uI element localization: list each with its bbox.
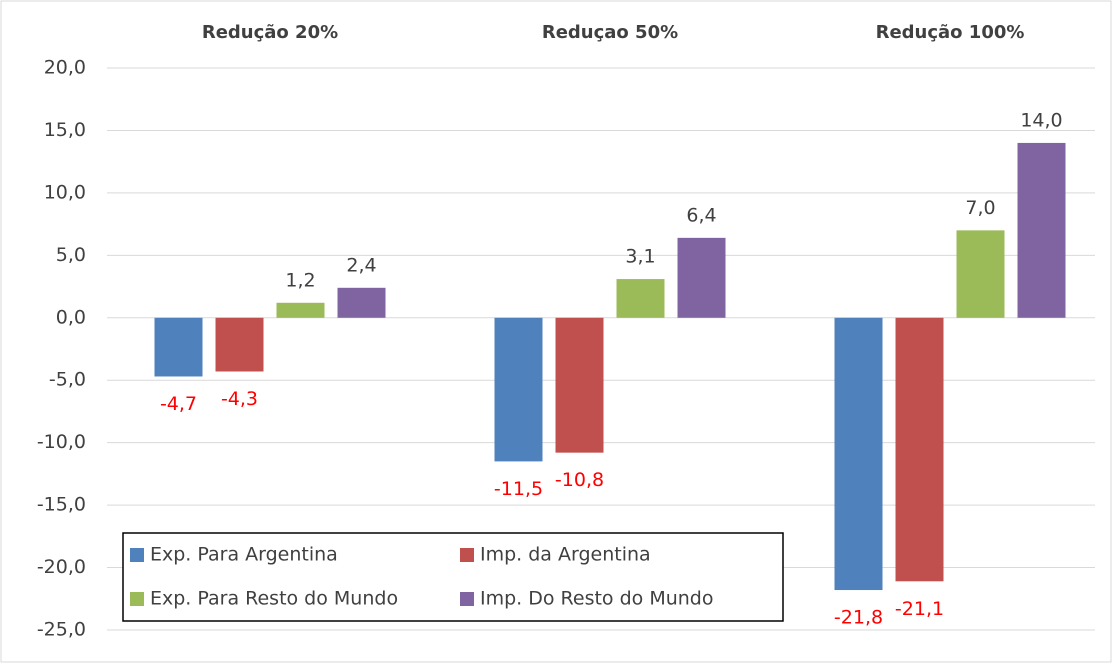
legend-swatch — [460, 548, 474, 562]
bar — [616, 279, 665, 318]
data-label: 14,0 — [1020, 109, 1062, 131]
bar — [677, 237, 726, 318]
y-tick-label: -25,0 — [37, 619, 86, 641]
data-label: 6,4 — [686, 204, 716, 226]
y-tick-label: -15,0 — [37, 494, 86, 516]
legend-box — [122, 532, 784, 622]
legend-label: Imp. da Argentina — [480, 544, 651, 566]
data-label: -21,1 — [895, 598, 944, 620]
data-label: -10,8 — [555, 469, 604, 491]
legend-swatch — [460, 592, 474, 606]
bar — [956, 230, 1005, 318]
legend-swatch — [130, 548, 144, 562]
y-tick-label: -5,0 — [49, 369, 86, 391]
legend-label: Imp. Do Resto do Mundo — [480, 588, 713, 610]
y-tick-label: 10,0 — [44, 181, 86, 203]
data-label: 7,0 — [965, 197, 995, 219]
bar — [337, 287, 386, 318]
data-label: 2,4 — [346, 254, 376, 276]
data-label: -4,3 — [221, 388, 258, 410]
bar — [555, 317, 604, 453]
bar — [154, 317, 203, 377]
legend-swatch — [130, 592, 144, 606]
data-label: 1,2 — [285, 269, 315, 291]
y-tick-label: -10,0 — [37, 431, 86, 453]
bar — [1017, 142, 1066, 318]
bar — [215, 317, 264, 372]
y-tick-label: 5,0 — [56, 244, 86, 266]
legend-label: Exp. Para Resto do Mundo — [150, 588, 398, 610]
bar — [834, 317, 883, 591]
y-tick-label: -20,0 — [37, 556, 86, 578]
y-tick-label: 0,0 — [56, 306, 86, 328]
data-label: 3,1 — [625, 246, 655, 268]
category-label: Reduçao 50% — [542, 22, 678, 43]
data-label: -21,8 — [834, 607, 883, 629]
legend-label: Exp. Para Argentina — [150, 544, 338, 566]
category-label: Redução 100% — [876, 22, 1025, 43]
data-label: -4,7 — [160, 393, 197, 415]
y-tick-label: 15,0 — [44, 119, 86, 141]
bar — [895, 317, 944, 582]
category-label: Redução 20% — [202, 22, 338, 43]
y-tick-label: 20,0 — [44, 57, 86, 79]
data-label: -11,5 — [494, 478, 543, 500]
bar — [494, 317, 543, 462]
bar — [276, 302, 325, 318]
